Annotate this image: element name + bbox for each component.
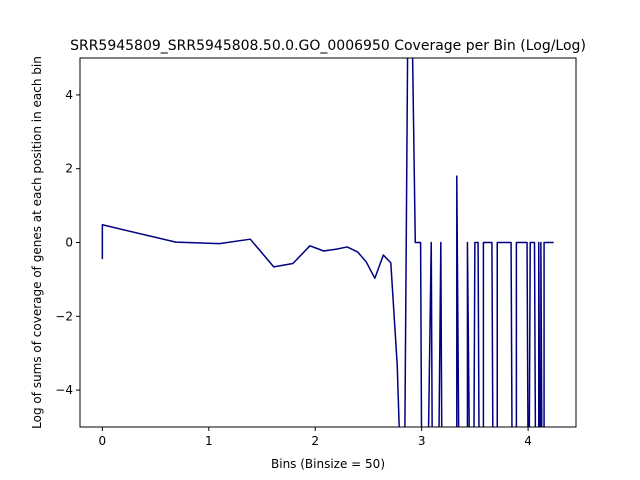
y-tick-label: 0 bbox=[65, 236, 73, 250]
y-tick-label: −2 bbox=[55, 309, 73, 323]
y-tick-label: 2 bbox=[65, 162, 73, 176]
y-axis: −4 −2 0 2 4 bbox=[55, 88, 80, 397]
x-axis-label: Bins (Binsize = 50) bbox=[271, 457, 385, 471]
chart-title: SRR5945809_SRR5945808.50.0.GO_0006950 Co… bbox=[70, 38, 586, 54]
y-axis-label: Log of sums of coverage of genes at each… bbox=[30, 56, 44, 429]
y-tick-label: −4 bbox=[55, 383, 73, 397]
x-tick-label: 1 bbox=[205, 434, 213, 448]
x-tick-label: 4 bbox=[524, 434, 532, 448]
x-tick-label: 2 bbox=[311, 434, 319, 448]
plot-lines bbox=[101, 58, 554, 427]
x-axis: 0 1 2 3 4 bbox=[99, 427, 532, 448]
series-line-0 bbox=[101, 58, 554, 427]
y-tick-label: 4 bbox=[65, 88, 73, 102]
x-tick-label: 3 bbox=[418, 434, 426, 448]
x-tick-label: 0 bbox=[99, 434, 107, 448]
